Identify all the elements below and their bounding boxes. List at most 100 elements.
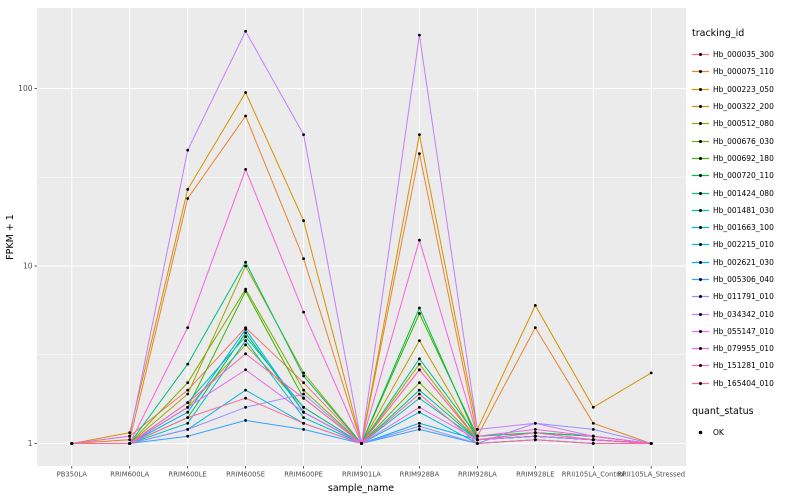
- data-point: [591, 442, 595, 445]
- y-tick-label: 10: [23, 262, 33, 271]
- data-point: [186, 326, 190, 329]
- legend-key-line-icon: [692, 187, 709, 200]
- data-point: [649, 442, 653, 445]
- data-point: [302, 396, 305, 400]
- legend-label: Hb_002215_010: [713, 240, 774, 250]
- legend-label: Hb_000035_300: [713, 50, 774, 60]
- x-axis-title: sample_name: [328, 483, 394, 494]
- data-point: [591, 434, 595, 438]
- legend-item-Hb_000075_110: Hb_000075_110: [692, 63, 798, 80]
- data-point: [591, 421, 595, 425]
- data-point: [244, 339, 248, 342]
- data-point: [476, 434, 479, 438]
- legend-title-quant-status: quant_status: [692, 405, 754, 417]
- data-point: [418, 424, 421, 428]
- legend-items-tracking-id: Hb_000035_300 Hb_000075_110 Hb_000223_050 H…: [692, 46, 798, 392]
- data-point: [186, 148, 190, 152]
- data-point: [244, 327, 248, 331]
- data-point: [418, 362, 421, 366]
- x-tick-label: RRIM901LA: [342, 471, 381, 479]
- data-point: [533, 326, 537, 329]
- data-point: [418, 312, 421, 315]
- legend-item-Hb_165404_010: Hb_165404_010: [692, 375, 798, 392]
- legend-label: Hb_055147_010: [713, 326, 774, 336]
- legend-title-tracking-id: tracking_id: [692, 28, 745, 39]
- y-tick-label: 100: [18, 84, 33, 93]
- data-point: [244, 91, 248, 94]
- legend-label: Hb_000223_050: [713, 84, 774, 94]
- legend-key-line-icon: [692, 117, 709, 130]
- data-point: [533, 428, 537, 431]
- data-point: [649, 371, 653, 375]
- data-point: [533, 434, 537, 438]
- y-axis-title: FPKM + 1: [5, 214, 16, 260]
- data-point: [302, 371, 305, 375]
- data-point: [244, 114, 248, 118]
- legend-key-line-icon: [692, 325, 709, 338]
- legend-panel: tracking_id Hb_000035_300 Hb_000075_110 Hb…: [692, 28, 798, 441]
- data-point: [418, 133, 421, 137]
- x-tick-label: PB350LA: [57, 471, 88, 479]
- data-point: [418, 392, 421, 396]
- legend-key-point-icon: [692, 426, 709, 439]
- x-tick-label: RRIM928LA: [458, 471, 497, 479]
- data-point: [186, 388, 190, 392]
- legend-items-quant-status: OK: [692, 424, 798, 441]
- data-point: [302, 416, 305, 419]
- data-point: [418, 381, 421, 385]
- legend-item-Hb_000720_110: Hb_000720_110: [692, 167, 798, 184]
- data-point: [418, 368, 421, 372]
- legend-key-line-icon: [692, 359, 709, 372]
- data-point: [244, 331, 248, 335]
- data-point: [186, 392, 190, 396]
- data-point: [533, 304, 537, 307]
- legend-label: Hb_165404_010: [713, 378, 774, 388]
- legend-label: Hb_001481_030: [713, 205, 774, 215]
- legend-label: Hb_000692_180: [713, 153, 774, 163]
- data-point: [418, 238, 421, 242]
- data-point: [360, 442, 363, 445]
- data-point: [186, 434, 190, 438]
- data-points: [70, 29, 653, 445]
- data-point: [302, 410, 305, 414]
- data-point: [244, 289, 248, 293]
- data-point: [128, 431, 132, 435]
- data-point: [418, 152, 421, 156]
- x-tick-label: RRIM600PE: [284, 471, 323, 479]
- legend-item-Hb_005306_040: Hb_005306_040: [692, 271, 798, 288]
- axes: 1 10 100 PB350LA RRIM600LA RRIM600LE RRIM600SE…: [18, 84, 685, 479]
- data-point: [302, 421, 305, 425]
- data-point: [244, 264, 248, 268]
- data-point: [244, 29, 248, 33]
- legend-key-line-icon: [692, 221, 709, 234]
- data-point: [186, 381, 190, 385]
- legend-key-line-icon: [692, 65, 709, 78]
- data-point: [244, 419, 248, 422]
- data-point: [476, 428, 479, 431]
- data-point: [476, 438, 479, 442]
- data-point: [533, 438, 537, 442]
- x-tick-label: RRIM600SE: [226, 471, 265, 479]
- legend-key-line-icon: [692, 152, 709, 165]
- legend-item-Hb_000322_200: Hb_000322_200: [692, 98, 798, 115]
- legend-item-Hb_000676_030: Hb_000676_030: [692, 132, 798, 149]
- data-point: [244, 368, 248, 372]
- data-point: [302, 257, 305, 261]
- legend-key-line-icon: [692, 238, 709, 251]
- legend-item-Hb_001424_080: Hb_001424_080: [692, 184, 798, 201]
- data-point: [186, 405, 190, 409]
- legend-item-Hb_079955_010: Hb_079955_010: [692, 340, 798, 357]
- data-point: [70, 442, 74, 445]
- legend-label: Hb_000676_030: [713, 136, 774, 146]
- data-point: [418, 428, 421, 431]
- x-tick-label: RRIM600LE: [168, 471, 206, 479]
- legend-label: Hb_079955_010: [713, 344, 774, 354]
- data-point: [302, 428, 305, 431]
- legend-item-Hb_001663_100: Hb_001663_100: [692, 219, 798, 236]
- legend-label: Hb_011791_010: [713, 292, 774, 302]
- data-point: [302, 133, 305, 137]
- legend-label: OK: [713, 428, 724, 438]
- data-point: [302, 388, 305, 392]
- legend-item-Hb_055147_010: Hb_055147_010: [692, 323, 798, 340]
